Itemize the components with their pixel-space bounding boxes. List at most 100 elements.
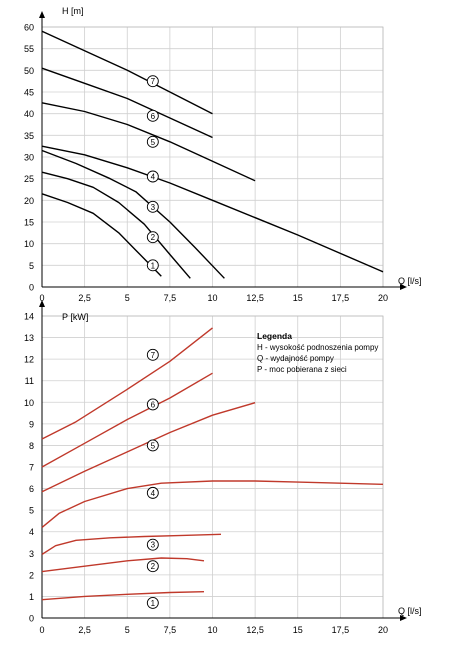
legend-line-h: H - wysokość podnoszenia pompy	[257, 343, 378, 352]
h-ytick-label: 0	[29, 283, 34, 293]
legend: Legenda H - wysokość podnoszenia pompy Q…	[257, 331, 378, 374]
p-xtick-label: 12,5	[246, 625, 264, 635]
p-curve-label-circle	[146, 348, 159, 361]
h-curve-label-text: 4	[151, 173, 156, 182]
h-curve-label-7: 7	[146, 75, 159, 88]
h-curve-label-circle	[146, 109, 159, 122]
p-ytick-label: 3	[29, 549, 34, 559]
legend-line-p: P - moc pobierana z sieci	[257, 365, 347, 374]
p-curve-label-text: 3	[151, 541, 156, 550]
h-curve-label-1: 1	[146, 259, 159, 272]
p-ytick-label: 10	[24, 398, 34, 408]
p-curve-label-circle	[146, 439, 159, 452]
h-series-1	[41, 193, 162, 277]
h-curve-label-circle	[146, 75, 159, 88]
p-series-6	[41, 372, 213, 468]
legend-line-q: Q - wydajność pompy	[257, 354, 334, 363]
p-curve-label-circle	[146, 486, 159, 499]
p-curve-label-5: 5	[146, 439, 159, 452]
p-ytick-label: 14	[24, 312, 34, 322]
p-curve-label-text: 4	[151, 489, 156, 498]
p-ytick-label: 9	[29, 419, 34, 429]
p-xtick-label: 10	[207, 625, 217, 635]
p-ytick-label: 8	[29, 441, 34, 451]
h-curve-label-text: 6	[151, 112, 156, 121]
h-ytick-label: 35	[24, 131, 34, 141]
h-curve-label-text: 2	[151, 233, 156, 242]
p-xtick-label: 5	[125, 625, 130, 635]
h-series-7	[41, 30, 213, 115]
p-ytick-label: 0	[29, 614, 34, 624]
p-curve-label-text: 2	[151, 562, 156, 571]
p-series-3	[41, 533, 222, 555]
h-curve-label-circle	[146, 135, 159, 148]
h-ytick-label: 30	[24, 153, 34, 163]
p-curve-label-circle	[146, 560, 159, 573]
h-curve-label-text: 1	[151, 261, 156, 270]
p-series-7	[41, 327, 213, 440]
h-xtick-label: 5	[125, 293, 130, 303]
h-curve-label-circle	[146, 200, 159, 213]
h-ytick-label: 20	[24, 196, 34, 206]
p-ytick-label: 2	[29, 570, 34, 580]
p-ytick-label: 11	[25, 376, 34, 386]
p-ytick-label: 13	[24, 333, 34, 343]
p-series-1	[41, 591, 205, 601]
p-xtick-label: 17,5	[332, 625, 350, 635]
h-ytick-label: 55	[24, 44, 34, 54]
p-ytick-label: 7	[29, 463, 34, 473]
h-xtick-label: 0	[39, 293, 44, 303]
h-xtick-label: 2,5	[78, 293, 91, 303]
h-ytick-label: 5	[29, 261, 34, 271]
p-curve-label-4: 4	[146, 486, 159, 499]
legend-title: Legenda	[257, 331, 292, 341]
p-x-axis-arrow	[400, 615, 407, 621]
h-curve-label-3: 3	[146, 200, 159, 213]
h-ytick-label: 40	[24, 109, 34, 119]
p-ylabel: P [kW]	[62, 312, 88, 322]
h-xtick-label: 10	[207, 293, 217, 303]
p-xtick-label: 7,5	[164, 625, 177, 635]
p-curve-label-circle	[146, 538, 159, 551]
h-xtick-label: 15	[293, 293, 303, 303]
h-curve-label-5: 5	[146, 135, 159, 148]
h-curve-label-circle	[146, 259, 159, 272]
h-ylabel: H [m]	[62, 6, 84, 16]
h-series-3	[41, 149, 225, 279]
p-ytick-label: 1	[29, 592, 34, 602]
h-curve-label-text: 5	[151, 138, 156, 147]
h-x-axis-arrow	[400, 284, 407, 290]
p-xtick-label: 15	[293, 625, 303, 635]
p-curve-label-circle	[146, 398, 159, 411]
h-series-6	[41, 67, 213, 139]
p-curve-label-7: 7	[146, 348, 159, 361]
h-series-2	[41, 171, 191, 279]
h-ytick-label: 50	[24, 66, 34, 76]
h-curve-label-text: 7	[151, 77, 156, 86]
p-series-4	[41, 480, 384, 528]
h-curve-label-6: 6	[146, 109, 159, 122]
p-curve-label-text: 5	[151, 441, 156, 450]
h-series-5	[41, 102, 256, 182]
h-series-4	[41, 145, 384, 273]
p-xtick-label: 2,5	[78, 625, 91, 635]
p-curve-label-6: 6	[146, 398, 159, 411]
h-ytick-label: 10	[24, 239, 34, 249]
h-curve-label-circle	[146, 231, 159, 244]
h-ytick-label: 45	[24, 88, 34, 98]
p-ytick-label: 4	[29, 527, 34, 537]
p-curve-label-text: 1	[151, 599, 156, 608]
h-curve-label-text: 3	[151, 203, 156, 212]
p-curve-label-text: 6	[151, 400, 156, 409]
h-curve-label-2: 2	[146, 231, 159, 244]
p-curve-label-circle	[146, 596, 159, 609]
p-curve-label-1: 1	[146, 596, 159, 609]
p-ytick-label: 5	[29, 506, 34, 516]
h-xtick-label: 12,5	[246, 293, 264, 303]
p-ytick-label: 6	[29, 484, 34, 494]
h-ytick-label: 60	[24, 23, 34, 33]
h-xtick-label: 7,5	[164, 293, 177, 303]
h-curve-label-4: 4	[146, 170, 159, 183]
